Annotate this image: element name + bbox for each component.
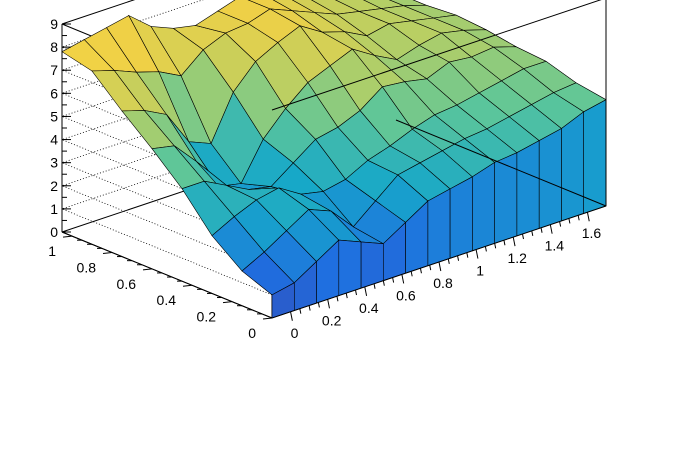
y-tick-mark [142, 268, 153, 271]
surface-side-cell [360, 241, 384, 289]
y-tick-mark [62, 235, 73, 238]
axis-line [61, 231, 273, 319]
x-minor-tick [457, 255, 460, 261]
frame-back-edge [61, 0, 136, 25]
y-tick-mark [182, 284, 193, 287]
x-minor-tick [317, 302, 320, 308]
x-minor-tick [484, 246, 487, 252]
frame-front-edge [271, 0, 602, 111]
x-minor-tick [308, 305, 311, 311]
z-tick-label: 5 [50, 108, 58, 124]
x-minor-tick [522, 233, 524, 240]
y-tick-label: 0.4 [157, 292, 177, 308]
y-tick-label: 0.6 [117, 276, 137, 292]
x-minor-tick [429, 265, 432, 271]
x-minor-tick [531, 230, 534, 236]
x-minor-tick [382, 280, 385, 286]
x-tick-mark [438, 261, 442, 272]
x-tick-mark [549, 224, 553, 234]
x-tick-mark [512, 237, 516, 247]
x-minor-tick [299, 308, 302, 314]
z-tick-label: 8 [50, 39, 58, 55]
x-minor-tick [355, 289, 357, 296]
x-minor-tick [345, 293, 348, 299]
x-tick-label: 1.4 [545, 238, 565, 254]
surface-side-cell [427, 188, 451, 267]
x-tick-mark [290, 311, 293, 321]
x-tick-label: 0.6 [396, 287, 416, 303]
y-tick-mark [262, 317, 273, 320]
surface-mesh [61, 0, 607, 319]
surface-side-cell [516, 140, 540, 237]
x-minor-tick [466, 252, 469, 258]
surface-side-cell [472, 161, 496, 252]
z-tick-label: 4 [50, 132, 58, 148]
x-minor-tick [392, 277, 395, 283]
y-tick-label: 1 [48, 243, 56, 259]
y-tick-label: 0 [248, 325, 256, 341]
x-tick-label: 1 [476, 263, 484, 279]
x-tick-mark [327, 299, 330, 309]
y-tick-label: 0.8 [77, 259, 97, 275]
axes: 0 0.2 0.4 0.6 0.8 1 1.2 1.4 1.6 0 0.2 0.4 0.6 0.8 1 0 1 2… [48, 16, 607, 341]
x-minor-tick [419, 268, 422, 274]
z-tick-label: 6 [50, 85, 58, 101]
x-minor-tick [447, 258, 450, 264]
x-minor-tick [559, 221, 562, 227]
x-minor-tick [540, 227, 543, 233]
z-tick-label: 3 [50, 155, 58, 171]
y-tick-mark [222, 301, 233, 304]
z-tick-label: 2 [50, 178, 58, 194]
x-tick-label: 0 [291, 325, 299, 341]
x-minor-tick [336, 296, 339, 302]
z-gridline [60, 96, 397, 296]
x-minor-tick [577, 215, 580, 221]
frame-front-edge [395, 119, 607, 207]
z-tick-label: 9 [50, 16, 58, 32]
surface-side-cell [494, 152, 518, 244]
z-tick-label: 7 [50, 62, 58, 78]
z-tick-label: 1 [50, 201, 58, 217]
x-tick-mark [475, 249, 479, 259]
x-tick-label: 0.2 [322, 312, 342, 328]
surface-side-cell [538, 127, 562, 229]
frame-front-lines [271, 0, 607, 207]
x-minor-tick [494, 243, 497, 249]
x-minor-tick [503, 240, 506, 246]
surface-side-cell [583, 99, 607, 214]
x-tick-mark [364, 286, 368, 296]
y-tick-mark [102, 251, 113, 254]
x-minor-tick [410, 271, 413, 277]
x-tick-label: 0.8 [433, 275, 453, 291]
x-minor-tick [568, 218, 571, 224]
z-tick-label: 0 [50, 224, 58, 240]
x-tick-mark [401, 274, 405, 284]
surface-side-cell [449, 176, 473, 259]
y-tick-label: 0.2 [197, 309, 217, 325]
surface-side-cell [561, 111, 585, 222]
x-minor-tick [373, 283, 376, 289]
x-tick-label: 1.2 [507, 250, 527, 266]
z-gridline [60, 73, 397, 273]
x-tick-label: 1.6 [582, 225, 602, 241]
surface-side-cell [338, 239, 362, 297]
x-tick-label: 0.4 [359, 300, 379, 316]
x-tick-mark [586, 212, 590, 222]
